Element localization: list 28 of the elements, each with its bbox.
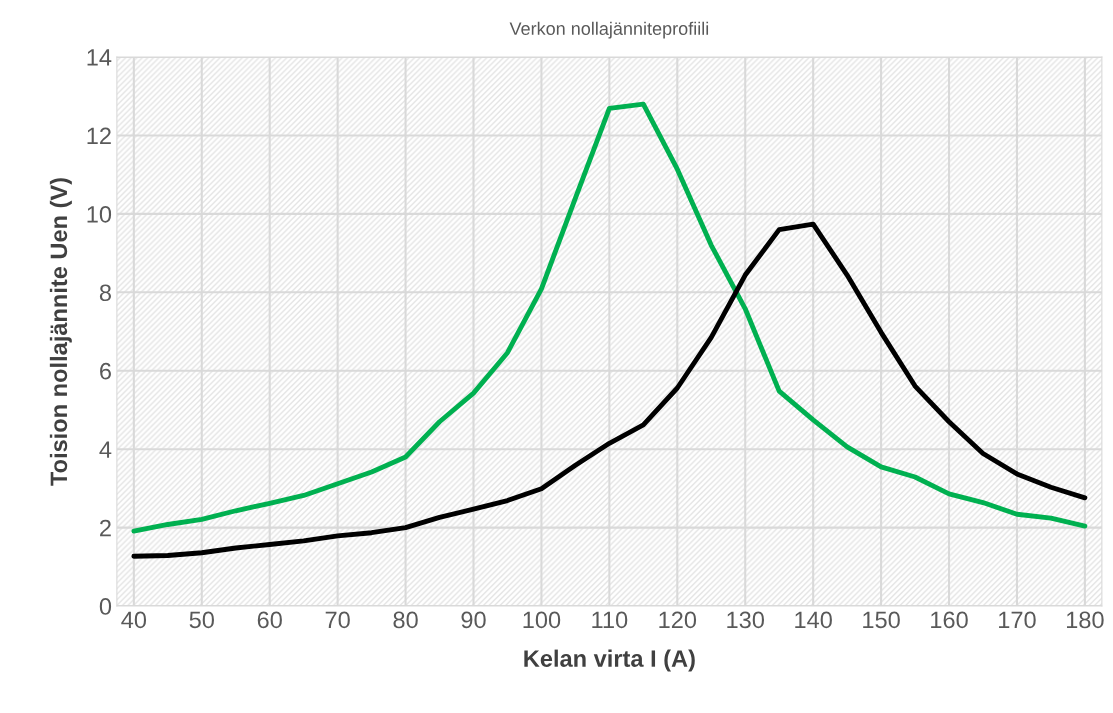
x-tick-label: 150 — [863, 611, 900, 629]
x-tick-label: 120 — [659, 611, 697, 629]
x-tick-label: 60 — [257, 611, 282, 629]
x-tick-label: 110 — [592, 611, 628, 629]
x-tick-label: 130 — [727, 611, 765, 629]
y-axis-title: Toision nollajännite Uen (V) — [49, 178, 72, 486]
y-tick-label: 14 — [87, 49, 112, 66]
y-tick-label: 0 — [99, 598, 112, 615]
y-tick-label: 2 — [100, 519, 111, 537]
x-tick-label: 90 — [461, 611, 486, 629]
x-tick-label: 170 — [999, 611, 1036, 629]
y-tick-label: 12 — [87, 127, 111, 145]
x-tick-label: 50 — [189, 611, 214, 629]
x-tick-label: 160 — [931, 611, 968, 629]
y-tick-label: 4 — [99, 441, 112, 458]
line-series — [131, 221, 1088, 559]
x-tick-label: 70 — [325, 611, 350, 629]
y-tick-label: 6 — [100, 362, 111, 380]
x-tick-label: 140 — [795, 611, 832, 629]
x-tick-label: 80 — [393, 611, 418, 629]
x-axis-title: Kelan virta I (A) — [524, 649, 695, 672]
chart-title: Verkon nollajänniteprofiili — [509, 21, 709, 39]
x-tick-label: 180 — [1066, 611, 1104, 629]
x-tick-label: 40 — [121, 611, 147, 629]
y-tick-label: 10 — [87, 205, 112, 223]
line-series — [131, 101, 1088, 534]
x-tick-label: 100 — [523, 611, 561, 629]
y-tick-label: 8 — [99, 284, 111, 302]
